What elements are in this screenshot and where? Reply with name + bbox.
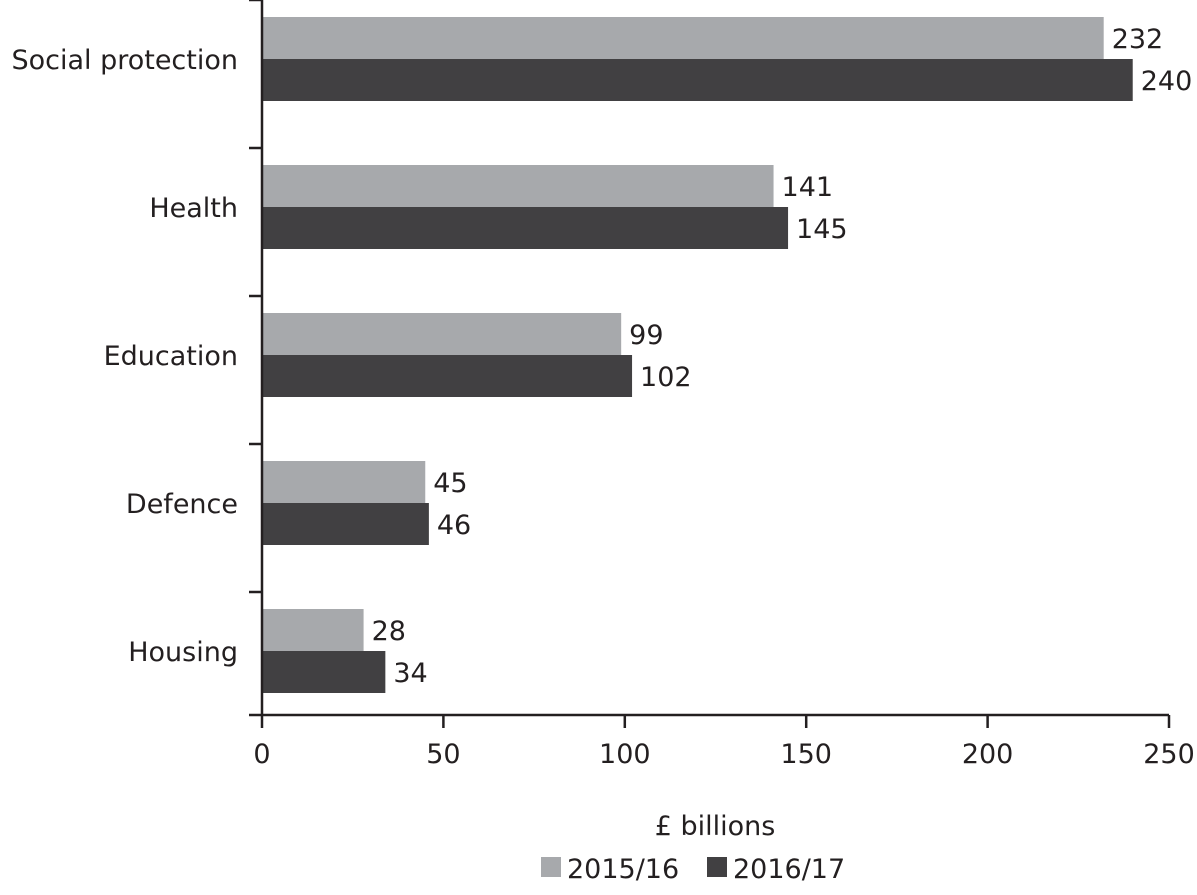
bar-education-2016-17 [262,355,633,397]
category-label: Social protection [11,45,238,76]
bar-health-2016-17 [262,207,789,249]
bar-housing-2015-16 [262,609,364,651]
legend: 2015/16 2016/17 [541,854,845,885]
x-tick-label: 250 [1143,739,1195,770]
category-label: Health [149,193,238,224]
data-label: 45 [433,468,467,499]
data-label: 28 [372,616,406,647]
category-label: Education [104,341,238,372]
x-tick-label: 150 [780,739,832,770]
data-labels-layer: 232 240 141 145 99 102 45 46 28 34 [372,24,1193,689]
legend-label: 2015/16 [567,854,679,885]
bar-defence-2016-17 [262,503,429,545]
x-tick-label: 0 [253,739,270,770]
data-label: 102 [640,362,692,393]
bar-social-protection-2015-16 [262,17,1104,59]
axes-layer: Social protection Health Education Defence H… [11,0,1195,770]
bar-defence-2015-16 [262,461,426,503]
x-axis-title: £ billions [655,811,776,842]
bar-social-protection-2016-17 [262,59,1133,101]
bar-health-2015-16 [262,165,774,207]
bars-layer [262,17,1133,693]
category-label: Defence [126,489,238,520]
data-label: 141 [782,172,834,203]
x-tick-label: 50 [426,739,460,770]
data-label: 34 [393,658,427,689]
bar-education-2015-16 [262,313,622,355]
legend-swatch [541,857,561,877]
category-label: Housing [128,637,238,668]
legend-label: 2016/17 [733,854,845,885]
x-tick-label: 100 [599,739,651,770]
data-label: 99 [629,320,663,351]
bar-housing-2016-17 [262,651,386,693]
legend-swatch [707,857,727,877]
x-tick-label: 200 [962,739,1014,770]
data-label: 145 [796,214,848,245]
data-label: 232 [1112,24,1164,55]
data-label: 46 [437,510,471,541]
data-label: 240 [1141,66,1193,97]
